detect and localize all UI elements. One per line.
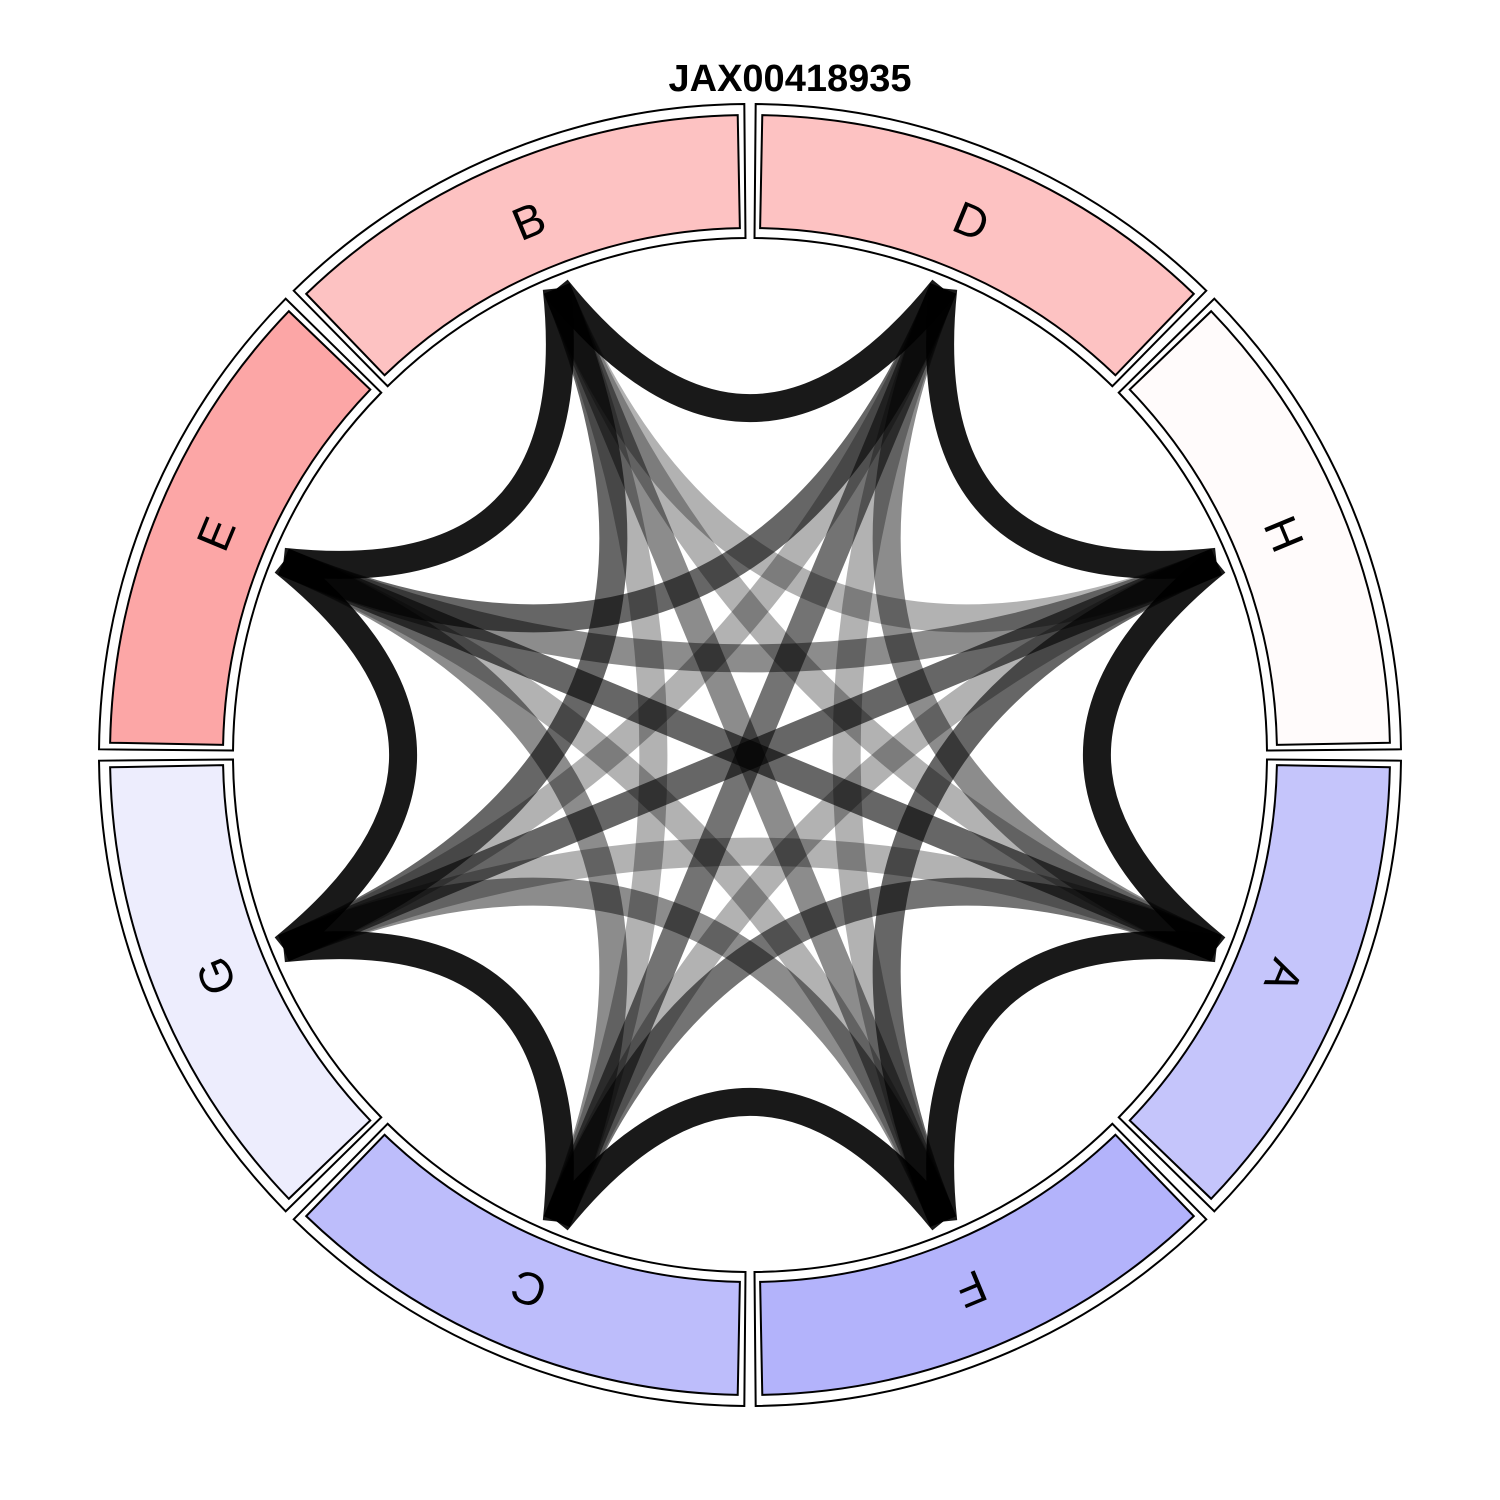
link-A-H (1082, 550, 1226, 960)
sector-fill-A (1128, 764, 1391, 1201)
link-A-B (543, 283, 1222, 962)
link-G-E (274, 550, 418, 960)
sector-G: G (98, 758, 383, 1213)
sector-fill-F (759, 1133, 1196, 1396)
link-A-F (926, 931, 1219, 1224)
link-D-H (926, 286, 1219, 579)
sector-fill-C (304, 1133, 741, 1396)
sector-A: A (1117, 758, 1402, 1213)
sector-B: B (292, 103, 747, 388)
sector-C: C (292, 1122, 747, 1407)
sector-D: D (753, 103, 1208, 388)
link-E-H (278, 548, 1222, 673)
link-E-B (281, 286, 574, 579)
sector-fill-B (304, 114, 741, 377)
sector-fill-H (1128, 309, 1391, 746)
links-layer (274, 279, 1226, 1231)
sector-H: H (1117, 297, 1402, 752)
chart-title: JAX00418935 (668, 58, 912, 100)
link-E-D (278, 283, 957, 633)
link-F-C (545, 1087, 955, 1231)
sector-E: E (98, 297, 383, 752)
link-G-H (278, 548, 1222, 962)
sector-fill-D (759, 114, 1196, 377)
link-C-G (281, 931, 574, 1224)
link-B-H (543, 283, 1222, 633)
sector-F: F (753, 1122, 1208, 1407)
link-F-E (278, 548, 957, 1227)
sector-fill-E (109, 309, 372, 746)
sector-fill-G (109, 764, 372, 1201)
link-B-D (545, 279, 955, 423)
